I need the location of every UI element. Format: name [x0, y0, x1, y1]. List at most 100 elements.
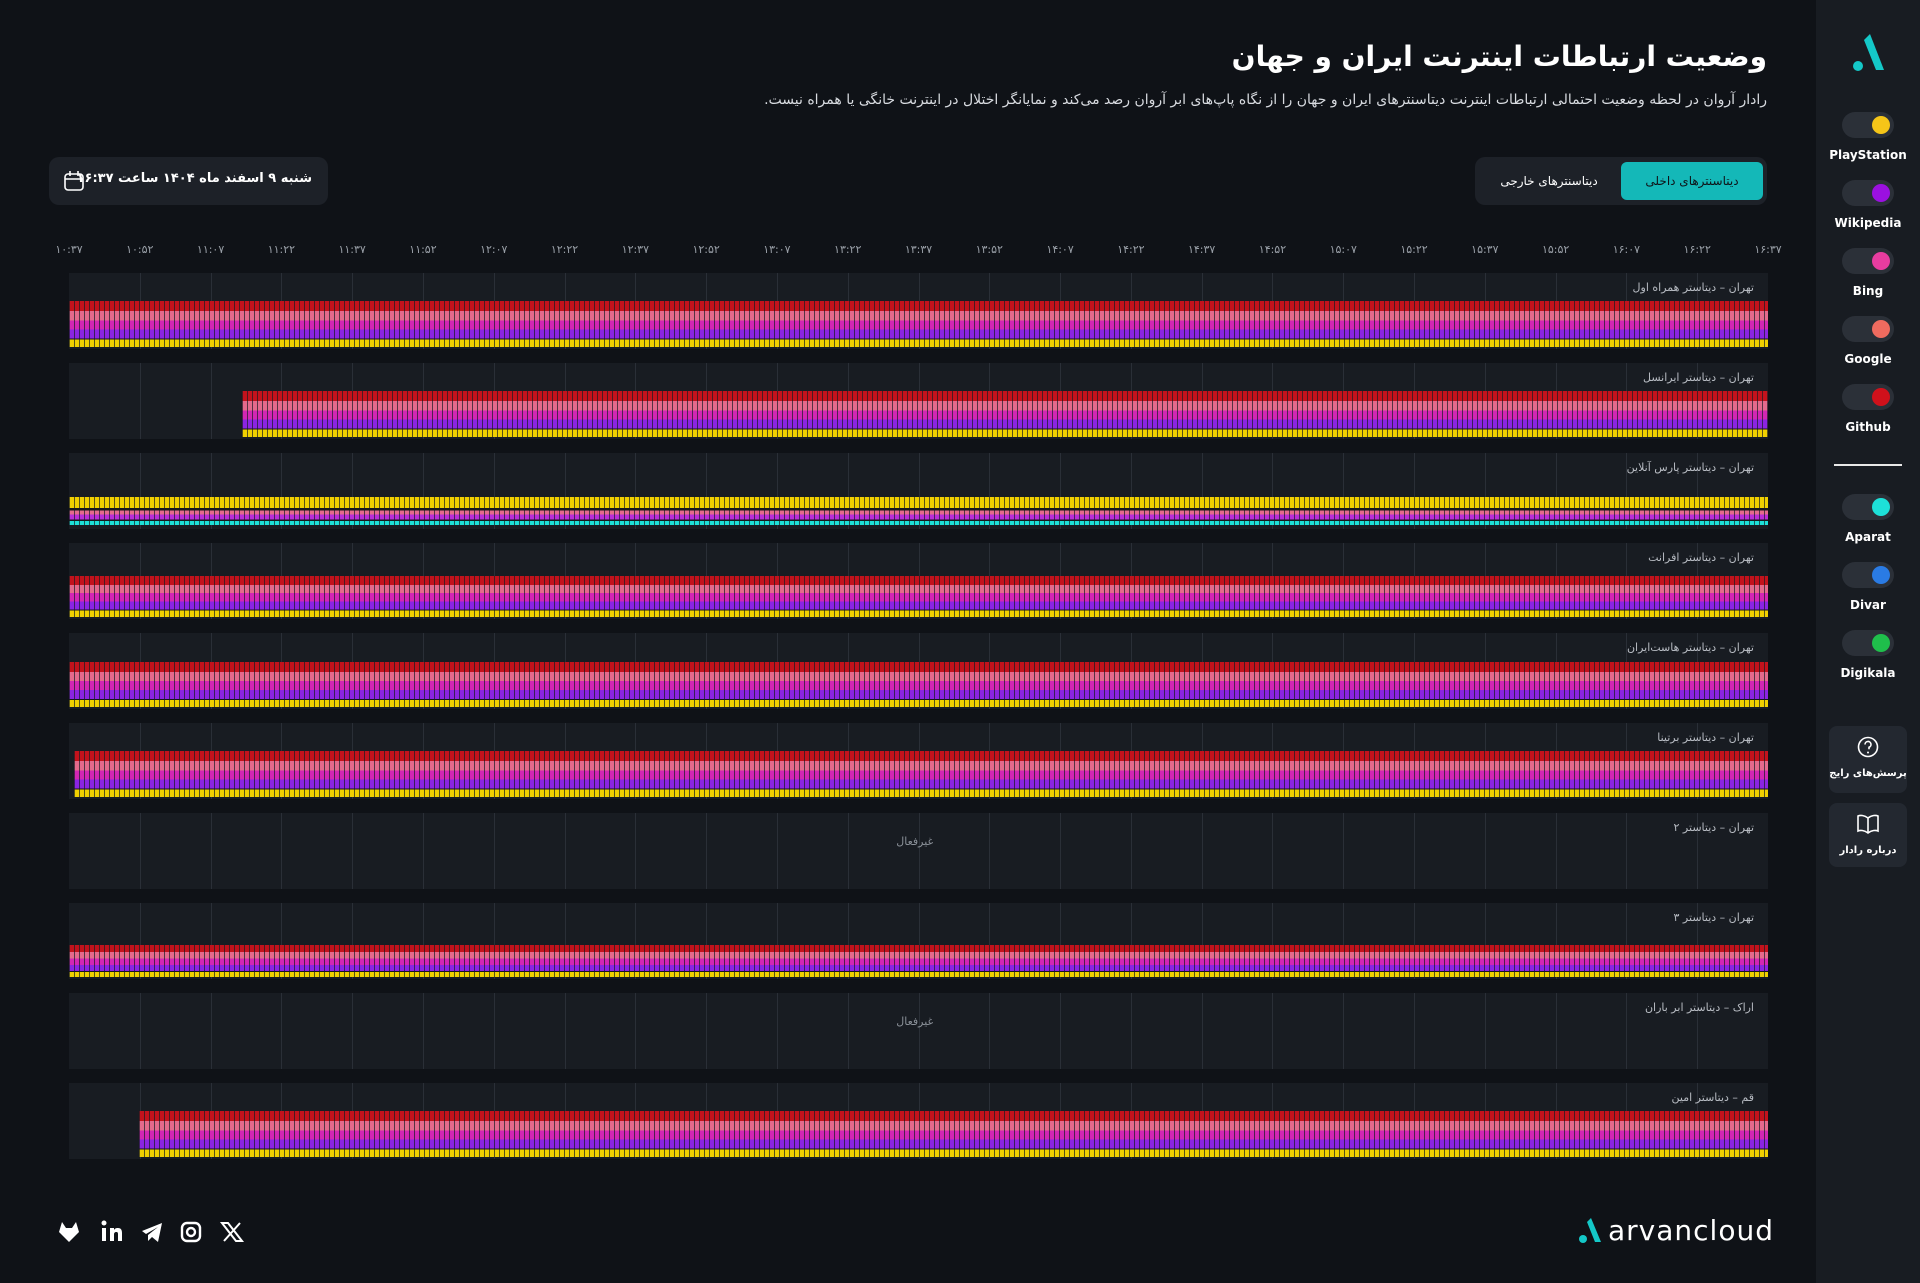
sidebar: پرسش‌های رایج درباره رادار PlayStation Wi… [1816, 0, 1920, 1283]
telegram-icon[interactable] [142, 1223, 162, 1242]
grid-line [1414, 813, 1416, 889]
linkedin-icon[interactable] [101, 1220, 123, 1242]
gitlab-icon[interactable] [59, 1222, 79, 1242]
grid-line [847, 903, 849, 979]
datacenter-panel: غیرفعال اراک – دیتاستر ابر باران [69, 993, 1768, 1069]
grid-line [493, 453, 495, 529]
instagram-icon[interactable] [180, 1221, 202, 1243]
grid-line [776, 903, 778, 979]
grid-line [422, 453, 424, 529]
service-toggle[interactable] [1842, 384, 1894, 410]
grid-line [706, 903, 708, 979]
service-name: Github [1845, 420, 1891, 434]
toggle-knob [1872, 116, 1890, 134]
status-stripes [69, 945, 1768, 977]
grid-line [1555, 453, 1557, 529]
about-button[interactable]: درباره رادار [1829, 803, 1907, 867]
panel-name: تهران – دیتاستر ۳ [1673, 911, 1754, 924]
service-toggle[interactable] [1842, 248, 1894, 274]
service-toggle[interactable] [1842, 112, 1894, 138]
status-stripes [242, 391, 1768, 437]
faq-icon [1857, 736, 1879, 758]
tab-active[interactable]: دیتاسنترهای داخلی [1621, 162, 1763, 200]
service-name: Aparat [1845, 530, 1891, 544]
service-toggle[interactable] [1842, 630, 1894, 656]
datacenter-panel: تهران – دیتاستر ایرانسل [69, 363, 1768, 439]
status-stripes [69, 576, 1768, 617]
grid-line [1272, 813, 1274, 889]
time-label: ۱۴:۳۷ [1187, 243, 1216, 256]
grid-line [281, 453, 283, 529]
grid-line [706, 453, 708, 529]
service-name: PlayStation [1829, 148, 1907, 162]
time-label: ۱۳:۲۲ [834, 243, 862, 256]
divider [1834, 464, 1902, 466]
panel-name: تهران – دیتاستر هاست‌ایران [1626, 641, 1754, 654]
service-toggle[interactable] [1842, 180, 1894, 206]
time-label: ۱۴:۵۲ [1258, 243, 1287, 256]
datacenter-panel: قم – دیتاستر امین [69, 1083, 1768, 1159]
time-label: ۱۴:۰۷ [1046, 243, 1074, 256]
panel-status: غیرفعال [896, 835, 934, 848]
service-name: Bing [1852, 284, 1884, 298]
grid-line [1272, 903, 1274, 979]
x-icon[interactable] [219, 1222, 245, 1242]
grid-line [1484, 993, 1486, 1069]
grid-line [918, 993, 920, 1069]
time-label: ۱۵:۲۲ [1400, 243, 1428, 256]
grid-line [918, 903, 920, 979]
grid-line [493, 903, 495, 979]
grid-line [1626, 453, 1628, 529]
datacenter-panel: تهران – دیتاستر ۳ [69, 903, 1768, 979]
grid-line [210, 903, 212, 979]
grid-line [1484, 453, 1486, 529]
grid-line [1414, 453, 1416, 529]
grid-line [352, 813, 354, 889]
grid-line [422, 813, 424, 889]
grid-line [210, 363, 212, 439]
grid-line [139, 363, 141, 439]
grid-line [422, 903, 424, 979]
time-label: ۱۵:۵۲ [1541, 243, 1570, 256]
grid-line [139, 813, 141, 889]
status-stripes [69, 497, 1768, 525]
grid-line [210, 453, 212, 529]
about-icon [1857, 814, 1879, 834]
grid-line [1130, 453, 1132, 529]
time-label: ۱۵:۰۷ [1329, 243, 1357, 256]
grid-line [989, 813, 991, 889]
panel-name: تهران – دیتاستر برتینا [1657, 731, 1754, 744]
grid-line [1343, 993, 1345, 1069]
time-label: ۱۳:۵۲ [975, 243, 1003, 256]
time-label: ۱۴:۲۲ [1117, 243, 1145, 256]
page-title: وضعیت ارتباطات اینترنت ایران و جهان [1231, 40, 1767, 73]
time-label: ۱۲:۳۷ [621, 243, 649, 256]
grid-line [1130, 903, 1132, 979]
datacenter-panel: تهران – دیتاستر هاست‌ایران [69, 633, 1768, 709]
service-toggle[interactable] [1842, 316, 1894, 342]
grid-line [1555, 993, 1557, 1069]
grid-line [776, 993, 778, 1069]
datacenter-panel: غیرفعال تهران – دیتاستر ۲ [69, 813, 1768, 889]
grid-line [989, 903, 991, 979]
tab[interactable]: دیتاسنترهای خارجی [1500, 174, 1598, 188]
time-label: ۱۶:۰۷ [1612, 243, 1641, 256]
panel-name: قم – دیتاستر امین [1671, 1091, 1754, 1104]
brand-name: arvancloud [1608, 1214, 1774, 1247]
service-toggle[interactable] [1842, 562, 1894, 588]
time-label: ۱۶:۳۷ [1754, 243, 1782, 256]
service-name: Digikala [1840, 666, 1896, 680]
grid-line [1484, 903, 1486, 979]
grid-line [139, 993, 141, 1069]
date-box[interactable]: شنبه ۹ اسفند ماه ۱۴۰۴ ساعت ۱۶:۳۷ [49, 157, 328, 205]
grid-line [1272, 993, 1274, 1069]
faq-button[interactable]: پرسش‌های رایج [1829, 726, 1907, 793]
service-toggle[interactable] [1842, 494, 1894, 520]
grid-line [635, 813, 637, 889]
grid-line [847, 813, 849, 889]
time-label: ۱۱:۵۲ [409, 243, 437, 256]
grid-line [210, 993, 212, 1069]
datacenter-panel: تهران – دیتاستر همراه اول [69, 273, 1768, 349]
tabs: دیتاسنترهای داخلی دیتاسنترهای خارجی [1475, 157, 1767, 205]
